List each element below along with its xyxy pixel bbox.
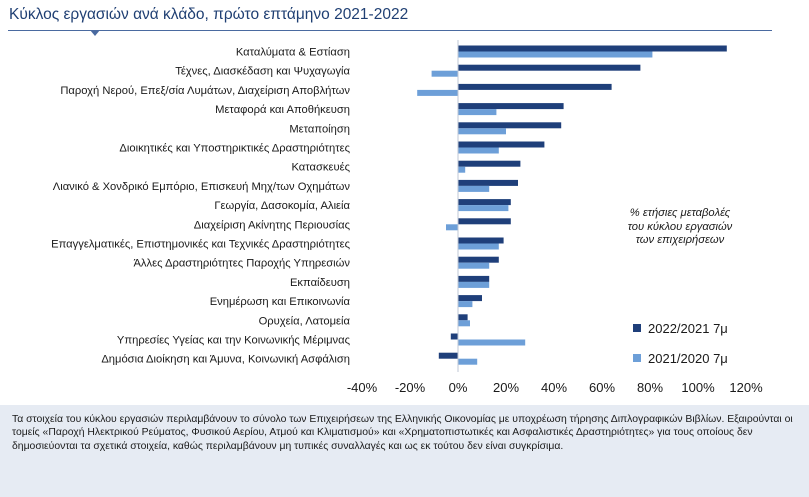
- footnote-panel: Τα στοιχεία του κύκλου εργασιών περιλαμβ…: [0, 405, 809, 497]
- category-label: Διαχείριση Ακίνητης Περιουσίας: [194, 219, 351, 231]
- x-tick-label: 60%: [589, 380, 615, 395]
- bar-2021-2020: [458, 205, 509, 212]
- bar-2022-2021: [458, 179, 518, 186]
- bar-2021-2020: [458, 185, 490, 192]
- bar-2022-2021: [458, 122, 562, 129]
- category-label: Δημόσια Διοίκηση και Άμυνα, Κοινωνική Ασ…: [101, 354, 350, 366]
- category-label: Ορυχεία, Λατομεία: [259, 315, 351, 327]
- bar-2021-2020: [458, 51, 653, 58]
- bar-2022-2021: [458, 103, 564, 110]
- bar-2021-2020: [458, 166, 466, 173]
- bar-2021-2020: [458, 243, 499, 250]
- bar-2022-2021: [458, 314, 468, 321]
- bar-2022-2021: [458, 256, 499, 263]
- chart-panel: Κύκλος εργασιών ανά κλάδο, πρώτο επτάμην…: [8, 6, 772, 395]
- bar-2021-2020: [431, 70, 458, 77]
- category-label: Κατασκευές: [291, 162, 350, 174]
- category-label: Μεταφορά και Αποθήκευση: [215, 104, 350, 116]
- x-tick-label: -20%: [395, 380, 426, 395]
- category-label: Παροχή Νερού, Επεξ/σία Λυμάτων, Διαχείρι…: [60, 85, 350, 97]
- bar-2022-2021: [458, 199, 511, 206]
- bar-2022-2021: [458, 64, 641, 71]
- category-label: Λιανικό & Χονδρικό Εμπόριο, Επισκευή Μηχ…: [53, 181, 351, 193]
- chart-title: Κύκλος εργασιών ανά κλάδο, πρώτο επτάμην…: [9, 6, 409, 23]
- bar-2021-2020: [458, 147, 499, 154]
- legend-swatch-2021: [633, 354, 641, 362]
- bar-2022-2021: [458, 295, 482, 302]
- legend-item-2021: 2021/2020 7μ: [633, 343, 728, 373]
- x-tick-label: 120%: [729, 380, 763, 395]
- bar-2021-2020: [458, 339, 526, 346]
- category-label: Επαγγελματικές, Επιστημονικές και Τεχνικ…: [51, 239, 350, 251]
- category-label: Γεωργία, Δασοκομία, Αλιεία: [214, 200, 350, 212]
- bar-2022-2021: [458, 237, 504, 244]
- category-label: Ενημέρωση και Επικοινωνία: [210, 296, 351, 308]
- bar-2022-2021: [458, 218, 511, 225]
- x-tick-label: -40%: [347, 380, 378, 395]
- bar-2021-2020: [458, 128, 506, 135]
- annotation-line-2: του κύκλου εργασιών: [627, 220, 733, 233]
- category-label: Καταλύματα & Εστίαση: [236, 47, 350, 59]
- category-label: Μεταποίηση: [289, 123, 350, 135]
- bar-2021-2020: [446, 224, 458, 231]
- bar-2021-2020: [417, 89, 458, 96]
- category-label: Άλλες Δραστηριότητες Παροχής Υπηρεσιών: [133, 258, 350, 270]
- legend-swatch-2022: [633, 324, 641, 332]
- bar-2021-2020: [458, 301, 473, 308]
- bar-2021-2020: [458, 109, 497, 116]
- bar-2022-2021: [458, 275, 490, 282]
- bar-chart: Καταλύματα & Εστίαση Τέχνες, Διασκέδαση κ…: [51, 40, 763, 395]
- category-label: Διοικητικές και Υποστηρικτικές Δραστηριό…: [119, 143, 350, 155]
- x-tick-label: 20%: [493, 380, 519, 395]
- bar-2021-2020: [458, 262, 490, 269]
- title-rule-marker: [90, 30, 100, 36]
- bar-2021-2020: [458, 281, 490, 288]
- bar-2022-2021: [438, 352, 458, 359]
- category-label: Εκπαίδευση: [290, 277, 350, 289]
- x-tick-label: 0%: [449, 380, 468, 395]
- footnote-text: Τα στοιχεία του κύκλου εργασιών περιλαμβ…: [12, 414, 793, 452]
- annotation-line-1: % ετήσιες μεταβολές: [629, 207, 731, 219]
- chart-annotation: % ετήσιες μεταβολές του κύκλου εργασιών …: [600, 207, 760, 248]
- legend-label-2022: 2022/2021 7μ: [648, 320, 728, 336]
- bar-2021-2020: [458, 320, 470, 327]
- x-tick-label: 100%: [681, 380, 715, 395]
- annotation-line-3: των επιχειρήσεων: [635, 234, 725, 246]
- bar-2022-2021: [450, 333, 458, 340]
- x-tick-label: 40%: [541, 380, 567, 395]
- bar-2022-2021: [458, 141, 545, 148]
- bar-2022-2021: [458, 83, 612, 90]
- bar-2021-2020: [458, 358, 478, 365]
- legend-item-2022: 2022/2021 7μ: [633, 313, 728, 343]
- bar-2022-2021: [458, 160, 521, 167]
- bar-2022-2021: [458, 45, 727, 52]
- title-rule: [8, 30, 772, 31]
- chart-legend: 2022/2021 7μ 2021/2020 7μ: [633, 313, 728, 373]
- x-tick-label: 80%: [637, 380, 663, 395]
- legend-label-2021: 2021/2020 7μ: [648, 350, 728, 366]
- category-label: Τέχνες, Διασκέδαση και Ψυχαγωγία: [175, 66, 350, 78]
- category-label: Υπηρεσίες Υγείας και την Κοινωνικής Μέρι…: [117, 335, 351, 347]
